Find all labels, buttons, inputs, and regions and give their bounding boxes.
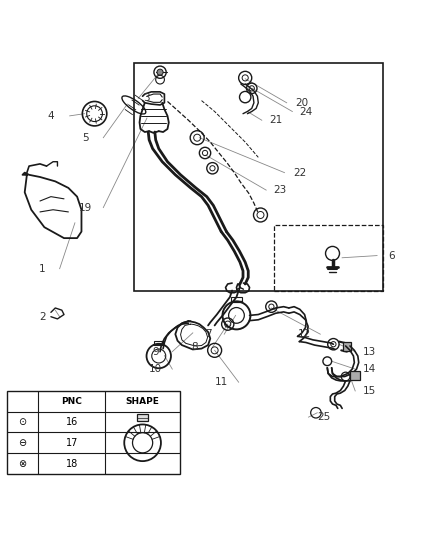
Text: 9: 9 xyxy=(152,346,159,357)
Text: 7: 7 xyxy=(205,329,212,339)
Text: 13: 13 xyxy=(363,346,376,357)
Text: 19: 19 xyxy=(79,203,92,213)
Text: 21: 21 xyxy=(269,115,283,125)
Text: 14: 14 xyxy=(363,364,376,374)
Text: 6: 6 xyxy=(388,251,395,261)
Bar xyxy=(134,63,383,290)
Text: 10: 10 xyxy=(149,364,162,374)
Text: 2: 2 xyxy=(39,312,46,322)
Bar xyxy=(343,342,351,351)
Text: 12: 12 xyxy=(297,329,311,339)
Text: 17: 17 xyxy=(65,438,78,448)
Text: 11: 11 xyxy=(215,377,228,387)
Text: 5: 5 xyxy=(82,133,89,143)
Text: 16: 16 xyxy=(66,417,78,427)
Bar xyxy=(231,297,242,302)
Text: 18: 18 xyxy=(66,458,78,469)
Bar xyxy=(350,372,360,380)
Bar xyxy=(7,391,180,474)
Circle shape xyxy=(157,69,163,75)
Text: 8: 8 xyxy=(192,342,198,352)
Text: 3: 3 xyxy=(144,93,150,103)
Text: SHAPE: SHAPE xyxy=(126,397,159,406)
Text: 25: 25 xyxy=(317,412,330,422)
Bar xyxy=(138,414,148,421)
Text: ⊖: ⊖ xyxy=(18,438,27,448)
Text: 1: 1 xyxy=(39,264,46,273)
Text: ⊗: ⊗ xyxy=(18,458,27,469)
Text: PNC: PNC xyxy=(61,397,82,406)
Text: 22: 22 xyxy=(293,168,307,177)
Text: 24: 24 xyxy=(300,107,313,117)
Text: 23: 23 xyxy=(273,185,287,195)
Bar xyxy=(274,225,383,290)
Text: ⊙: ⊙ xyxy=(18,417,27,427)
Text: 4: 4 xyxy=(48,111,54,121)
Text: 20: 20 xyxy=(295,98,308,108)
Bar xyxy=(154,341,163,345)
Text: 15: 15 xyxy=(363,386,376,396)
